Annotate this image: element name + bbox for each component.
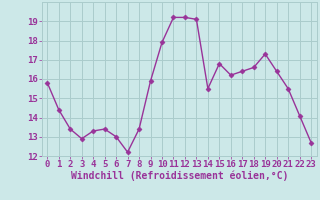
X-axis label: Windchill (Refroidissement éolien,°C): Windchill (Refroidissement éolien,°C) [70,171,288,181]
